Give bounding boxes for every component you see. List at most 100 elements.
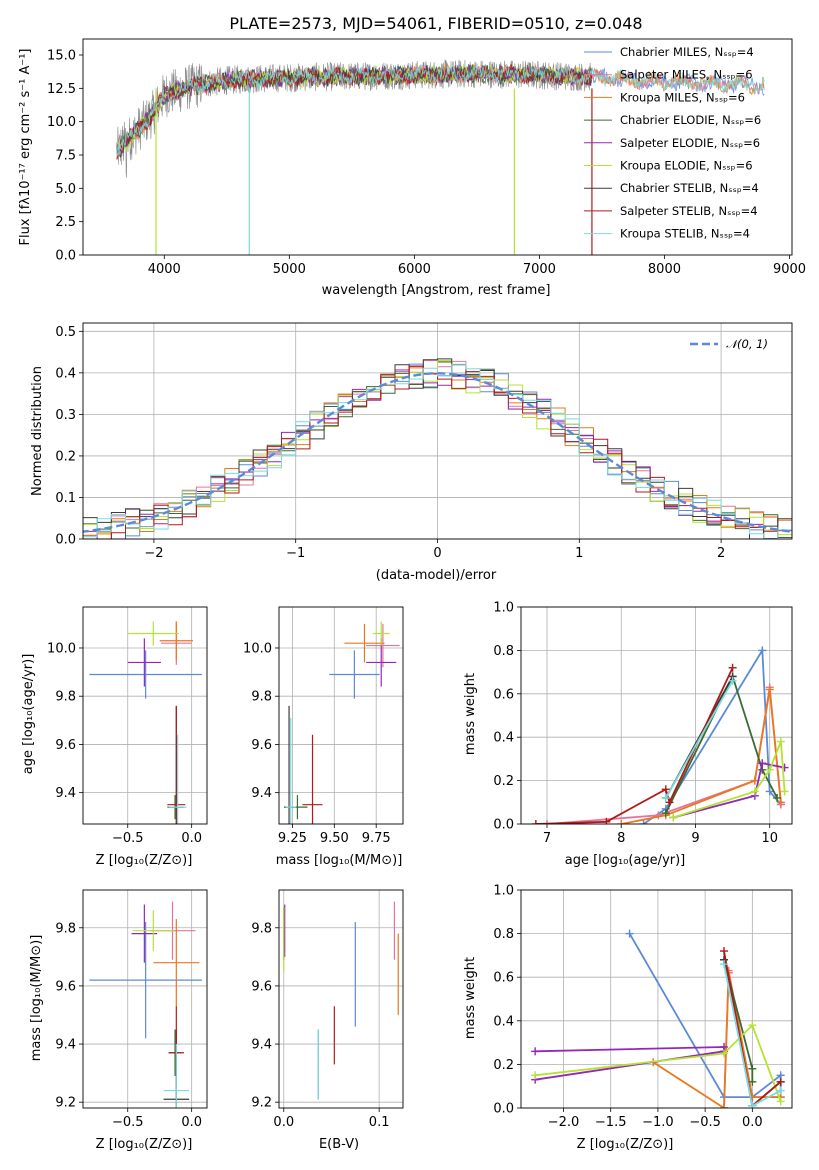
residuals-xlabel: (data-model)/error xyxy=(376,568,497,583)
age_weight-frame xyxy=(520,606,793,825)
ebv_mass-frame xyxy=(278,889,404,1109)
mass_age-xtick-label: 9.50 xyxy=(320,831,349,846)
z_weight-plot-area xyxy=(531,929,785,1108)
spectrum-frame xyxy=(82,38,793,256)
legend-label-kroupa_elodie: Kroupa ELODIE, Nₛₛₚ=6 xyxy=(620,159,753,173)
z_age-xtick-label: −0.5 xyxy=(112,831,144,846)
weight-line-kroupa_stelib xyxy=(665,680,734,799)
age_weight-xtick-label: 10 xyxy=(761,831,778,846)
age_weight-ytick-label: 0.8 xyxy=(493,644,514,659)
mass_age-ytick-label: 9.8 xyxy=(251,690,272,705)
spectrum-title: PLATE=2573, MJD=54061, FIBERID=0510, z=0… xyxy=(229,14,642,33)
spectrum-xtick-label: 9000 xyxy=(773,262,806,277)
age_weight-ytick-label: 0.4 xyxy=(493,731,514,746)
spectrum-ytick-label: 7.5 xyxy=(55,149,76,164)
residuals-xtick-label: −2 xyxy=(144,546,163,561)
spectrum-ytick-label: 12.5 xyxy=(47,82,76,97)
residuals-xtick-label: 1 xyxy=(575,546,583,561)
spectrum-ytick-label: 2.5 xyxy=(55,215,76,230)
age_weight-xtick-label: 8 xyxy=(617,831,625,846)
spectrum-ylabel: Flux [fλ10⁻¹⁷ erg cm⁻² s⁻¹ A⁻¹] xyxy=(18,49,33,246)
z_mass-ytick-label: 9.2 xyxy=(55,1096,76,1111)
age_weight-plot-area xyxy=(531,646,789,824)
spectrum-ytick-label: 0.0 xyxy=(55,249,76,264)
z_weight-xtick-label: −1.0 xyxy=(642,1115,674,1130)
spectrum-xtick-label: 5000 xyxy=(273,262,306,277)
residuals-ytick-label: 0.5 xyxy=(55,325,76,340)
residuals-ytick-label: 0.1 xyxy=(55,491,76,506)
z_weight-ytick-label: 1.0 xyxy=(493,884,514,899)
spectrum-ytick-label: 5.0 xyxy=(55,182,76,197)
z_weight-frame xyxy=(520,889,793,1109)
weight-line-salpeter_elodie xyxy=(672,762,785,819)
residuals-xtick-label: 2 xyxy=(717,546,725,561)
z_mass-ytick-label: 9.6 xyxy=(55,979,76,994)
z-mass-ylabel: mass [log₁₀(M/M⊙)] xyxy=(29,935,44,1062)
age_weight-xtick-label: 9 xyxy=(691,831,699,846)
z_mass-xtick-label: 0.0 xyxy=(181,1115,202,1130)
residuals-ytick-label: 0.3 xyxy=(55,408,76,423)
z-age-ylabel: age [log₁₀(age/yr)] xyxy=(21,654,36,775)
metallicity-mass-panel: Z [log₁₀(Z/Z⊙)] mass [log₁₀(M/M⊙)] −0.5 0… xyxy=(29,889,208,1152)
z-age-xlabel: Z [log₁₀(Z/Z⊙)] xyxy=(96,853,193,868)
age-weight-panel: age [log₁₀(age/yr)] mass weight 7 8 9 10 0.0… xyxy=(463,601,793,868)
mass_age-ytick-label: 9.4 xyxy=(251,786,272,801)
z_age-ytick-label: 9.4 xyxy=(55,786,76,801)
z_age-xtick-label: 0.0 xyxy=(181,831,202,846)
legend-label-chabrier_elodie: Chabrier ELODIE, Nₛₛₚ=6 xyxy=(620,113,761,127)
z_weight-xtick-label: −1.5 xyxy=(595,1115,627,1130)
spectrum-xlabel: wavelength [Angstrom, rest frame] xyxy=(322,283,551,298)
mass_age-ytick-label: 10.0 xyxy=(243,641,272,656)
ebv_mass-ytick-label: 9.6 xyxy=(251,979,272,994)
legend-label-chabrier_stelib: Chabrier STELIB, Nₛₛₚ=4 xyxy=(620,181,759,195)
age-weight-xlabel: age [log₁₀(age/yr)] xyxy=(565,853,686,868)
mass_age-xtick-label: 9.25 xyxy=(278,831,307,846)
spectrum-ytick-label: 10.0 xyxy=(47,115,76,130)
legend-label-salpeter_miles: Salpeter MILES, Nₛₛₚ=6 xyxy=(620,68,753,82)
z_weight-xtick-label: −2.0 xyxy=(548,1115,580,1130)
age-weight-ylabel: mass weight xyxy=(463,673,478,755)
spectrum-panel: PLATE=2573, MJD=54061, FIBERID=0510, z=0… xyxy=(18,14,806,298)
z_mass-plot-area xyxy=(89,901,202,1108)
z_weight-ytick-label: 0.6 xyxy=(493,971,514,986)
z_weight-xtick-label: 0.0 xyxy=(742,1115,763,1130)
spectrum-xtick-label: 7000 xyxy=(523,262,556,277)
ebv_mass-xtick-label: 0.0 xyxy=(273,1115,294,1130)
legend-label-kroupa_stelib: Kroupa STELIB, Nₛₛₚ=4 xyxy=(620,227,750,241)
ebv_mass-ytick-label: 9.4 xyxy=(251,1038,272,1053)
z_weight-xtick-label: −0.5 xyxy=(689,1115,721,1130)
z_age-ytick-label: 10.0 xyxy=(47,641,76,656)
age_weight-ytick-label: 0.2 xyxy=(493,774,514,789)
ebv-mass-xlabel: E(B-V) xyxy=(319,1137,359,1152)
legend-label-salpeter_stelib: Salpeter STELIB, Nₛₛₚ=4 xyxy=(620,204,758,218)
z_age-plot-area xyxy=(89,621,202,824)
normal-distribution-curve xyxy=(83,372,792,533)
age_weight-ytick-label: 1.0 xyxy=(493,601,514,616)
weight-line-chabrier_elodie xyxy=(664,673,778,814)
metallicity-age-panel: Z [log₁₀(Z/Z⊙)] age [log₁₀(age/yr)] −0.5… xyxy=(21,606,208,868)
z-weight-ylabel: mass weight xyxy=(463,957,478,1039)
spectrum-ytick-label: 15.0 xyxy=(47,49,76,64)
z_weight-ytick-label: 0.2 xyxy=(493,1058,514,1073)
z_weight-ytick-label: 0.8 xyxy=(493,927,514,942)
ebv-mass-panel: E(B-V) 0.0 0.1 9.2 9.4 9.6 9.8 xyxy=(251,889,404,1152)
z_mass-ytick-label: 9.8 xyxy=(55,921,76,936)
residuals-xtick-label: 0 xyxy=(433,546,441,561)
metallicity-weight-panel: Z [log₁₀(Z/Z⊙)] mass weight −2.0 −1.5 −1.0… xyxy=(463,884,793,1152)
residual-histogram-panel: (data-model)/error Normed distribution −… xyxy=(30,322,793,583)
ebv_mass-ytick-label: 9.8 xyxy=(251,921,272,936)
mass_age-xtick-label: 9.75 xyxy=(362,831,391,846)
z-mass-xlabel: Z [log₁₀(Z/Z⊙)] xyxy=(96,1137,193,1152)
residuals-frame xyxy=(82,322,793,540)
histogram-salpeter_stelib-step xyxy=(83,365,792,539)
mass_age-ytick-label: 9.6 xyxy=(251,738,272,753)
legend-label-chabrier_miles: Chabrier MILES, Nₛₛₚ=4 xyxy=(620,45,754,59)
mass-age-xlabel: mass [log₁₀(M/M⊙)] xyxy=(276,853,403,868)
z_age-frame xyxy=(82,606,208,825)
z_age-ytick-label: 9.6 xyxy=(55,738,76,753)
z_mass-frame xyxy=(82,889,208,1109)
mass-age-panel: mass [log₁₀(M/M⊙)] 9.25 9.50 9.75 9.4 9.6 9.8… xyxy=(243,606,404,868)
mass_age-frame xyxy=(278,606,404,825)
age_weight-ytick-label: 0.0 xyxy=(493,818,514,833)
